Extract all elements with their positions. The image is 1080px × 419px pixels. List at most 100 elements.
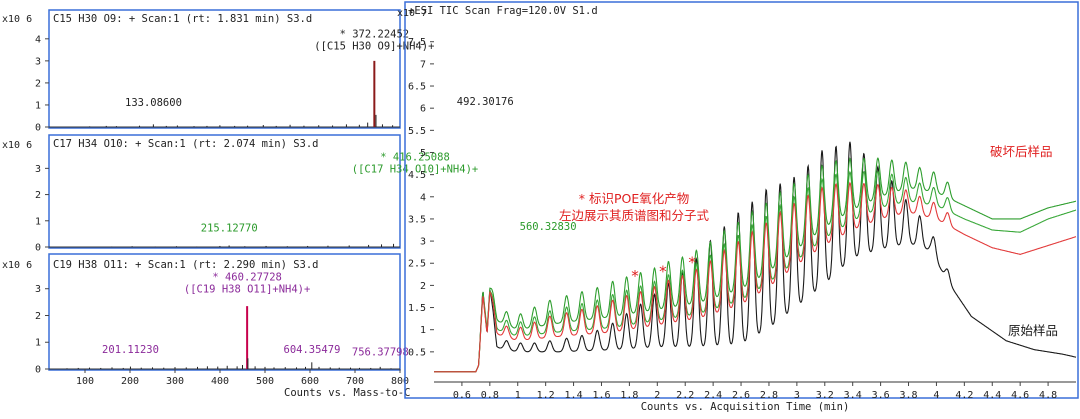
x-tick-label: 500 xyxy=(256,376,274,387)
x-tick-label: 1.4 xyxy=(565,390,583,401)
star-mark: * xyxy=(658,263,667,281)
x-tick-label: 200 xyxy=(121,376,139,387)
x-tick-label: 0.8 xyxy=(481,390,499,401)
tic-panel: x10 7+ESI TIC Scan Frag=120.0V S1.d 0.5 1 1… xyxy=(397,1,1079,413)
series-label-original: 原始样品 xyxy=(1008,323,1058,338)
x-tick-label: 4.6 xyxy=(1011,390,1029,401)
spectrum-frame xyxy=(48,253,401,371)
x-tick-label: 3.4 xyxy=(844,390,862,401)
y-exponent-label: x10 6 xyxy=(2,260,32,271)
x-tick-label: 3.2 xyxy=(816,390,834,401)
x-tick-label: 4.2 xyxy=(955,390,973,401)
peak-annotation: 560.32830 xyxy=(520,221,577,233)
x-tick-label: 800 xyxy=(391,376,409,387)
peak-annotation: 215.12770 xyxy=(201,222,258,234)
x-tick-label: 2.6 xyxy=(732,390,750,401)
x-tick-label: 600 xyxy=(301,376,319,387)
y-tick-label: 0 xyxy=(35,243,41,254)
peak-annotation: 201.11230 xyxy=(102,344,159,356)
y-exponent-label: x10 6 xyxy=(2,140,32,151)
y-tick-label: 6 xyxy=(420,104,426,115)
y-tick-label: 1.5 xyxy=(408,303,426,314)
peak-annotation: * 460.27728 xyxy=(212,272,282,284)
tic-annotation: 左边展示其质谱图和分子式 xyxy=(559,208,710,223)
y-tick-label: 0 xyxy=(35,123,41,134)
x-axis-label: Counts vs. Mass-to-C xyxy=(284,387,410,399)
y-tick-label: 5 xyxy=(420,148,426,159)
x-tick-label: 1.6 xyxy=(592,390,610,401)
y-tick-label: 3 xyxy=(420,237,426,248)
star-mark: * xyxy=(688,254,697,272)
y-tick-label: 5.5 xyxy=(408,126,426,137)
x-tick-label: 2.2 xyxy=(676,390,694,401)
peak-annotation: * 372.22452 xyxy=(340,29,410,41)
spectrum-frame xyxy=(48,134,401,249)
x-tick-label: 4 xyxy=(933,390,939,401)
peak-annotation: ([C19 H38 O11]+NH4)+ xyxy=(184,284,310,296)
y-tick-label: 1 xyxy=(420,325,426,336)
x-tick-label: 0.6 xyxy=(453,390,471,401)
x-tick-label: 400 xyxy=(211,376,229,387)
x-axis-label: Counts vs. Acquisition Time (min) xyxy=(641,401,850,413)
tic-annotation: * 标识POE氧化产物 xyxy=(579,191,690,206)
x-tick-label: 2 xyxy=(654,390,660,401)
x-tick-label: 2.8 xyxy=(760,390,778,401)
x-tick-label: 2.4 xyxy=(704,390,722,401)
spectrum-frame xyxy=(48,9,401,129)
star-mark: * xyxy=(630,267,639,285)
tic-title: +ESI TIC Scan Frag=120.0V S1.d xyxy=(408,5,598,17)
x-tick-label: 1.8 xyxy=(620,390,638,401)
y-tick-label: 3.5 xyxy=(408,214,426,225)
y-tick-label: 3 xyxy=(35,284,41,295)
y-tick-label: 1 xyxy=(35,338,41,349)
series-label-green-upper: 破坏后样品 xyxy=(990,144,1053,159)
y-tick-label: 0.5 xyxy=(408,347,426,358)
y-exponent-label: x10 6 xyxy=(2,14,32,25)
peak-annotation: ([C17 H34 O10]+NH4)+ xyxy=(352,163,478,175)
peak-annotation: * 416.25088 xyxy=(380,151,450,163)
peak-annotation: 133.08600 xyxy=(125,97,182,109)
y-tick-label: 1 xyxy=(35,216,41,227)
y-tick-label: 4.5 xyxy=(408,170,426,181)
y-tick-label: 3 xyxy=(35,56,41,67)
spectrum-title: C15 H30 O9: + Scan:1 (rt: 1.831 min) S3.… xyxy=(53,13,312,25)
y-tick-label: 3 xyxy=(35,164,41,175)
y-tick-label: 4 xyxy=(35,34,41,45)
y-tick-label: 2 xyxy=(35,78,41,89)
tic-series-red xyxy=(434,181,1077,373)
y-tick-label: 7 xyxy=(420,59,426,70)
y-tick-label: 0 xyxy=(35,365,41,376)
spectrum-panel-1: x10 6 C15 H30 O9: + Scan:1 (rt: 1.831 min… xyxy=(2,9,514,134)
x-tick-label: 3.8 xyxy=(899,390,917,401)
x-tick-label: 3.6 xyxy=(872,390,890,401)
y-tick-label: 7.5 xyxy=(408,37,426,48)
y-tick-label: 1 xyxy=(35,100,41,111)
spectrum-panel-2: x10 6 C17 H34 O10: + Scan:1 (rt: 2.074 mi… xyxy=(2,134,577,254)
x-tick-label: 1 xyxy=(515,390,521,401)
x-tick-label: 1.2 xyxy=(537,390,555,401)
spectrum-title: C19 H38 O11: + Scan:1 (rt: 2.290 min) S3… xyxy=(53,259,319,271)
x-tick-label: 4.4 xyxy=(983,390,1001,401)
y-tick-label: 6.5 xyxy=(408,82,426,93)
tic-frame xyxy=(404,1,1079,399)
y-tick-label: 4 xyxy=(420,192,426,203)
peak-annotation: 604.35479 xyxy=(284,344,341,356)
y-tick-label: 2 xyxy=(420,281,426,292)
tic-series-original xyxy=(434,141,1077,373)
x-tick-label: 4.8 xyxy=(1039,390,1057,401)
x-tick-label: 3 xyxy=(794,390,800,401)
spectrum-panel-3: x10 6 C19 H38 O11: + Scan:1 (rt: 2.290 mi… xyxy=(2,253,410,399)
y-tick-label: 2 xyxy=(35,190,41,201)
peak-annotation: 492.30176 xyxy=(457,96,514,108)
x-tick-label: 700 xyxy=(346,376,364,387)
y-tick-label: 2 xyxy=(35,311,41,322)
tic-series-green-upper xyxy=(434,157,1077,373)
x-tick-label: 100 xyxy=(76,376,94,387)
peak-annotation: 756.37798 xyxy=(352,347,409,359)
x-tick-label: 300 xyxy=(166,376,184,387)
spectrum-title: C17 H34 O10: + Scan:1 (rt: 2.074 min) S3… xyxy=(53,138,319,150)
y-tick-label: 2.5 xyxy=(408,259,426,270)
y-exponent-label: x10 7 xyxy=(397,8,427,19)
